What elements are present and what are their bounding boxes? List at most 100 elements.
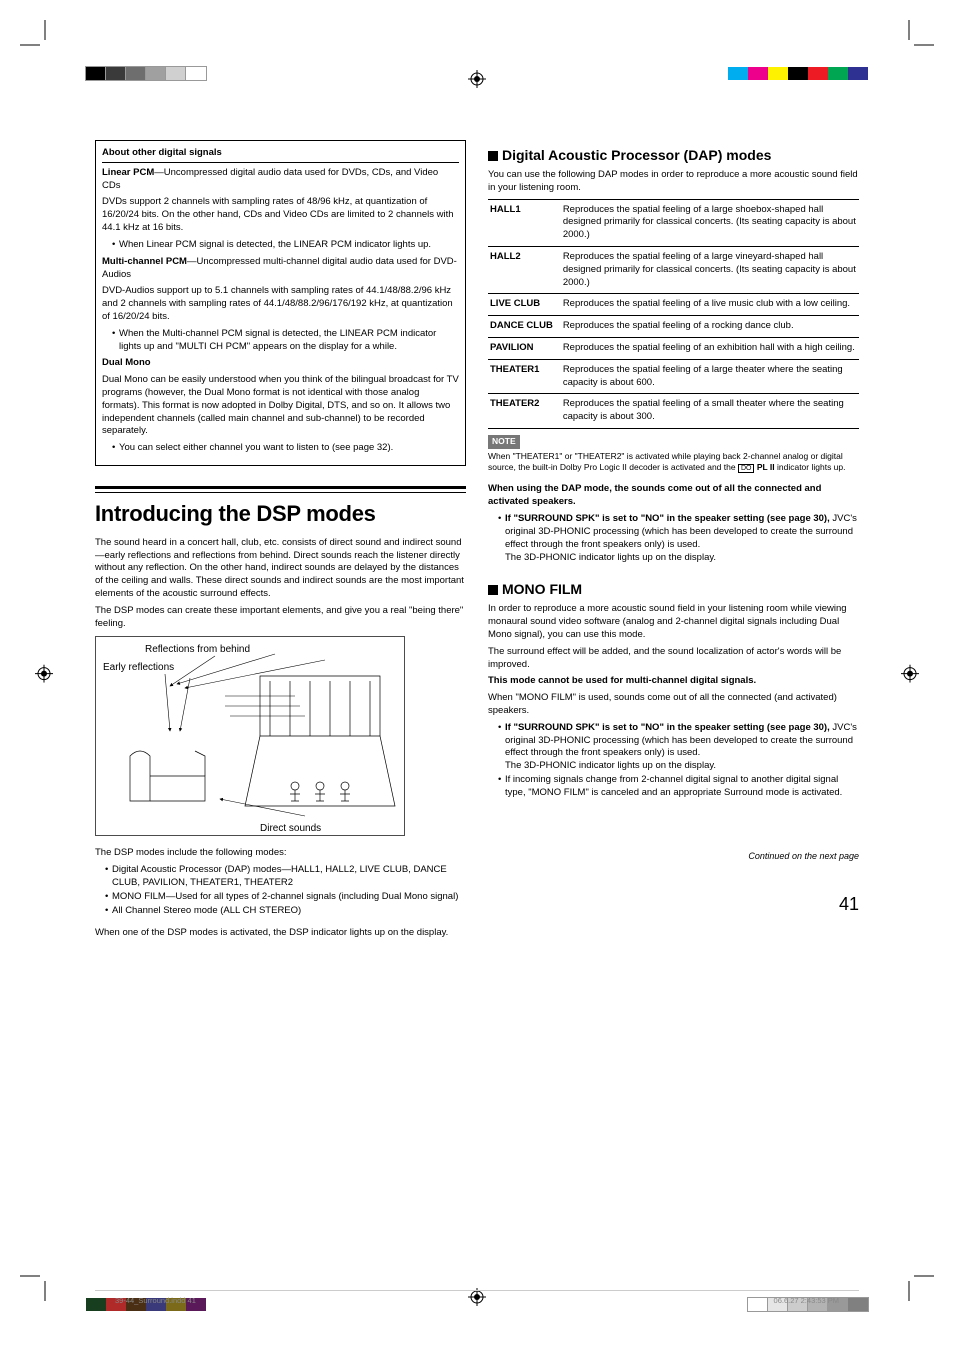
registration-mark-left — [35, 664, 53, 687]
table-row: HALL2Reproduces the spatial feeling of a… — [488, 246, 859, 293]
mode-key: DANCE CLUB — [488, 316, 561, 338]
registration-mark-right — [901, 664, 919, 687]
color-bars-tr — [728, 67, 868, 80]
mode-key: HALL2 — [488, 246, 561, 293]
dap-wh-title: When using the DAP mode, the sounds come… — [488, 483, 859, 509]
dualmono-p1: Dual Mono can be easily understood when … — [102, 374, 459, 438]
table-row: THEATER1Reproduces the spatial feeling o… — [488, 359, 859, 394]
note-text: When "THEATER1" or "THEATER2" is activat… — [488, 451, 859, 474]
mode-key: THEATER1 — [488, 359, 561, 394]
color-swatch — [166, 67, 186, 80]
mono-bullet-label: If "SURROUND SPK" is set to "NO" in the … — [505, 722, 830, 733]
page-number: 41 — [488, 892, 859, 916]
list-item: MONO FILM—Used for all types of 2-channe… — [105, 891, 466, 904]
diag-label-early: Early reflections — [103, 662, 174, 673]
list-item: When the Multi-channel PCM signal is det… — [112, 328, 459, 354]
color-swatch — [808, 67, 828, 80]
mono-p1: In order to reproduce a more acoustic so… — [488, 603, 859, 641]
list-item: You can select either channel you want t… — [112, 442, 459, 455]
mcpcm-bullets: When the Multi-channel PCM signal is det… — [102, 328, 459, 354]
mcpcm-p: Multi-channel PCM—Uncompressed multi-cha… — [102, 256, 459, 282]
mono-bullet-after: The 3D-PHONIC indicator lights up on the… — [505, 760, 716, 771]
mode-desc: Reproduces the spatial feeling of a live… — [561, 294, 859, 316]
mode-desc: Reproduces the spatial feeling of an exh… — [561, 338, 859, 360]
list-item: If "SURROUND SPK" is set to "NO" in the … — [498, 722, 859, 773]
color-bars-tl — [86, 67, 206, 80]
mode-key: HALL1 — [488, 199, 561, 246]
dsp-heading: Introducing the DSP modes — [95, 499, 466, 529]
linearpcm-bullets: When Linear PCM signal is detected, the … — [102, 239, 459, 252]
reflections-diagram: Reflections from behind Early reflection… — [95, 636, 466, 841]
dap-bullet-label: If "SURROUND SPK" is set to "NO" in the … — [505, 513, 830, 524]
color-swatch — [728, 67, 748, 80]
dap-intro: You can use the following DAP modes in o… — [488, 169, 859, 195]
note-tag: NOTE — [488, 435, 520, 448]
list-item: All Channel Stereo mode (ALL CH STEREO) — [105, 905, 466, 918]
diag-label-direct: Direct sounds — [260, 823, 321, 834]
color-swatch — [768, 67, 788, 80]
dualmono-label: Dual Mono — [102, 357, 459, 370]
dap-title-text: Digital Acoustic Processor (DAP) modes — [502, 147, 771, 163]
mode-desc: Reproduces the spatial feeling of a larg… — [561, 359, 859, 394]
linearpcm-p: Linear PCM—Uncompressed digital audio da… — [102, 167, 459, 193]
crop-mark-tl — [20, 20, 50, 50]
crop-mark-bl — [20, 1271, 50, 1301]
color-swatch — [86, 67, 106, 80]
dap-modes-table: HALL1Reproduces the spatial feeling of a… — [488, 199, 859, 430]
section-rule — [95, 486, 466, 493]
color-swatch — [86, 1298, 106, 1311]
mode-desc: Reproduces the spatial feeling of a larg… — [561, 199, 859, 246]
mode-key: THEATER2 — [488, 394, 561, 429]
mono-title-text: MONO FILM — [502, 581, 582, 597]
mode-desc: Reproduces the spatial feeling of a larg… — [561, 246, 859, 293]
color-swatch — [748, 1298, 768, 1311]
continued-text: Continued on the next page — [488, 850, 859, 862]
dap-setting-bullets: If "SURROUND SPK" is set to "NO" in the … — [488, 513, 859, 564]
dap-bullet-after: The 3D-PHONIC indicator lights up on the… — [505, 552, 716, 563]
list-item: When Linear PCM signal is detected, the … — [112, 239, 459, 252]
color-swatch — [828, 67, 848, 80]
mono-p2: The surround effect will be added, and t… — [488, 646, 859, 672]
mode-desc: Reproduces the spatial feeling of a smal… — [561, 394, 859, 429]
diag-label-behind: Reflections from behind — [145, 644, 250, 655]
mcpcm-p2: DVD-Audios support up to 5.1 channels wi… — [102, 285, 459, 323]
list-item: If incoming signals change from 2-channe… — [498, 774, 859, 800]
mono-warn: This mode cannot be used for multi-chann… — [488, 675, 859, 688]
footer-right: 06.6.27 2:43:53 PM — [774, 1296, 839, 1306]
color-swatch — [106, 67, 126, 80]
dsp-p3: The DSP modes include the following mode… — [95, 847, 466, 860]
dsp-p1: The sound heard in a concert hall, club,… — [95, 537, 466, 601]
mode-key: PAVILION — [488, 338, 561, 360]
color-swatch — [146, 67, 166, 80]
table-row: DANCE CLUBReproduces the spatial feeling… — [488, 316, 859, 338]
crop-mark-br — [904, 1271, 934, 1301]
dap-title: Digital Acoustic Processor (DAP) modes — [488, 146, 859, 165]
color-swatch — [788, 67, 808, 80]
footer-left: 39-44_Surround.indd 41 — [115, 1296, 196, 1306]
dsp-p4: When one of the DSP modes is activated, … — [95, 927, 466, 940]
linearpcm-label: Linear PCM — [102, 167, 154, 178]
mcpcm-label: Multi-channel PCM — [102, 256, 187, 267]
registration-mark-top — [468, 70, 486, 93]
table-row: THEATER2Reproduces the spatial feeling o… — [488, 394, 859, 429]
dualmono-bullets: You can select either channel you want t… — [102, 442, 459, 455]
dsp-bullets: Digital Acoustic Processor (DAP) modes—H… — [95, 864, 466, 917]
color-swatch — [848, 1298, 868, 1311]
table-row: PAVILIONReproduces the spatial feeling o… — [488, 338, 859, 360]
mono-title: MONO FILM — [488, 580, 859, 599]
table-row: HALL1Reproduces the spatial feeling of a… — [488, 199, 859, 246]
mode-desc: Reproduces the spatial feeling of a rock… — [561, 316, 859, 338]
color-swatch — [848, 67, 868, 80]
mode-key: LIVE CLUB — [488, 294, 561, 316]
color-swatch — [186, 67, 206, 80]
footer-rule — [95, 1290, 859, 1291]
color-swatch — [748, 67, 768, 80]
crop-mark-tr — [904, 20, 934, 50]
mono-bullets: If "SURROUND SPK" is set to "NO" in the … — [488, 722, 859, 800]
list-item: Digital Acoustic Processor (DAP) modes—H… — [105, 864, 466, 890]
color-swatch — [126, 67, 146, 80]
list-item: If "SURROUND SPK" is set to "NO" in the … — [498, 513, 859, 564]
mono-p3: When "MONO FILM" is used, sounds come ou… — [488, 692, 859, 718]
boxed-heading: About other digital signals — [102, 147, 459, 163]
registration-mark-bottom — [468, 1288, 486, 1311]
